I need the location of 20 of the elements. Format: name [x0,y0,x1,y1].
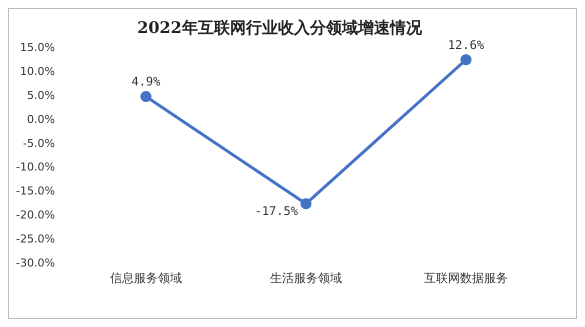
data-label: 12.6% [448,38,485,52]
point [140,91,152,102]
y-tick-label: -5.0% [22,136,55,150]
point [460,54,472,66]
data-label: 4.9% [131,74,162,89]
data-label: -17.5% [254,204,299,218]
y-tick-label: -30.0% [16,256,55,270]
y-tick-label: -20.0% [16,208,55,222]
x-tick-label: 信息服务领域 [110,270,182,285]
y-tick-label: -25.0% [16,232,55,246]
y-tick-label: -10.0% [16,160,55,174]
y-tick-label: 0.0% [26,112,55,126]
y-tick-label: -15.0% [16,184,55,198]
y-tick-label: 15.0% [20,41,55,54]
point [300,198,312,210]
x-tick-label: 生活服务领域 [270,270,342,285]
chart-title: 2022年互联网行业收入分领域增速情况 [137,18,423,37]
x-tick-label: 互联网数据服务 [424,270,508,285]
y-tick-label: 5.0% [26,88,55,102]
y-tick-label: 10.0% [20,64,55,78]
